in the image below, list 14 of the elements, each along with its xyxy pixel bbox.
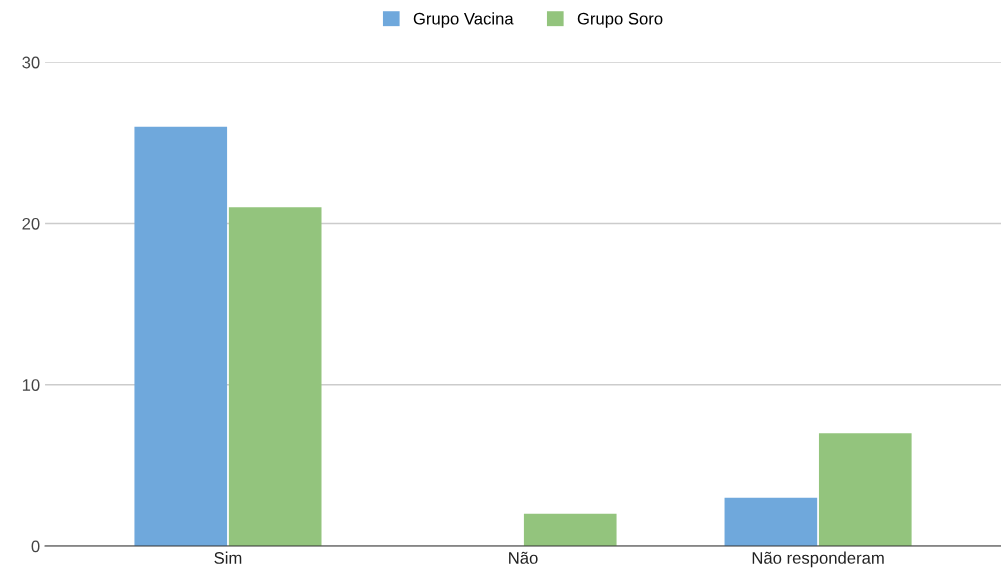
- y-tick-label: 0: [31, 540, 40, 553]
- bar: [724, 497, 818, 547]
- legend-label: Grupo Vacina: [413, 12, 514, 28]
- bar: [228, 207, 322, 547]
- bar: [134, 126, 228, 547]
- x-tick-label: Não responderam: [752, 551, 884, 568]
- y-tick-label: 30: [22, 56, 40, 69]
- x-tick-label: Sim: [214, 551, 242, 564]
- bar: [523, 513, 617, 547]
- x-tick-label: Não: [509, 551, 538, 564]
- y-tick-label: 10: [22, 379, 40, 391]
- legend-label: Grupo Soro: [577, 12, 663, 28]
- bar: [818, 433, 912, 547]
- y-tick-label: 20: [22, 217, 40, 230]
